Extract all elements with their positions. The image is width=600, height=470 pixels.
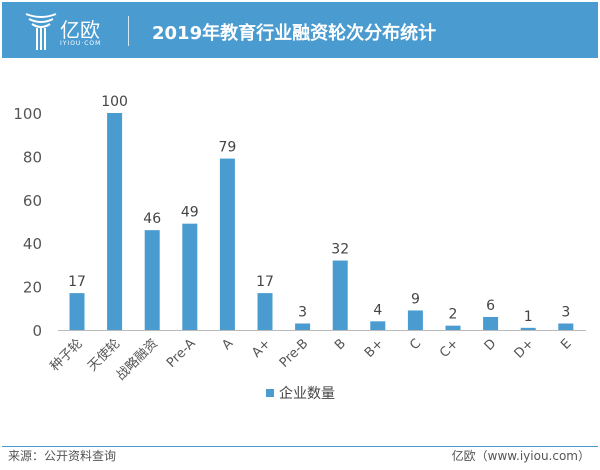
bar [483, 316, 499, 330]
data-label: 6 [486, 298, 495, 314]
logo-domain: IYIOU·COM [60, 40, 102, 47]
data-label: 4 [373, 302, 382, 318]
x-tick-label: A+ [249, 336, 274, 361]
data-label: 17 [68, 274, 86, 290]
legend-label: 企业数量 [279, 385, 335, 402]
bar [445, 325, 461, 330]
data-label: 1 [524, 309, 533, 325]
y-tick-label: 80 [23, 148, 42, 166]
bar [69, 293, 85, 330]
logo-y-icon [25, 13, 57, 50]
data-label: 32 [331, 242, 349, 258]
source-text: 来源：公开资料查询 [8, 449, 117, 463]
bar [407, 310, 423, 330]
footer-divider [2, 446, 598, 447]
bar [144, 230, 160, 330]
logo-text: 亿欧 [60, 18, 100, 42]
x-tick-label: 战略融资 [113, 336, 161, 384]
data-label: 2 [449, 307, 458, 323]
data-label: 9 [411, 291, 420, 307]
site-credit: 亿欧（www.iyiou.com） [451, 449, 590, 463]
bar-chart: 02040608010017种子轮100天使轮46战略融资49Pre-A79A1… [13, 94, 586, 402]
bar [257, 293, 273, 330]
bar [295, 323, 311, 330]
x-tick-label: Pre-A [164, 336, 199, 371]
bar [182, 223, 198, 330]
bar [558, 323, 574, 330]
x-tick-label: C [407, 336, 424, 353]
x-tick-label: A [219, 336, 236, 353]
data-label: 3 [561, 304, 570, 320]
y-tick-label: 60 [23, 192, 42, 210]
bar [332, 260, 348, 330]
data-label: 46 [143, 211, 161, 227]
data-label: 100 [101, 94, 128, 110]
header-banner: 亿欧 IYIOU·COM 2019年教育行业融资轮次分布统计 [2, 2, 598, 58]
x-tick-label: 种子轮 [48, 336, 86, 374]
x-tick-label: C+ [437, 336, 462, 361]
chart-title: 2019年教育行业融资轮次分布统计 [152, 23, 437, 44]
bar [370, 321, 386, 330]
divider [128, 16, 129, 46]
x-tick-label: B+ [362, 336, 387, 361]
y-tick-label: 100 [13, 105, 42, 123]
y-tick-label: 0 [32, 322, 42, 340]
x-tick-label: D [482, 336, 500, 354]
data-label: 17 [256, 274, 274, 290]
x-tick-label: Pre-B [277, 336, 312, 371]
y-tick-label: 40 [23, 235, 42, 253]
x-tick-label: E [558, 336, 574, 352]
y-tick-label: 20 [23, 279, 42, 297]
bar [520, 327, 536, 330]
bar [219, 158, 235, 330]
data-label: 3 [298, 304, 307, 320]
data-label: 79 [218, 140, 236, 156]
x-tick-label: D+ [512, 336, 537, 361]
x-tick-label: B [332, 336, 349, 353]
yiou-logo: 亿欧 IYIOU·COM [24, 10, 114, 50]
data-label: 49 [181, 205, 199, 221]
bar [107, 113, 123, 330]
legend-swatch [266, 389, 274, 397]
